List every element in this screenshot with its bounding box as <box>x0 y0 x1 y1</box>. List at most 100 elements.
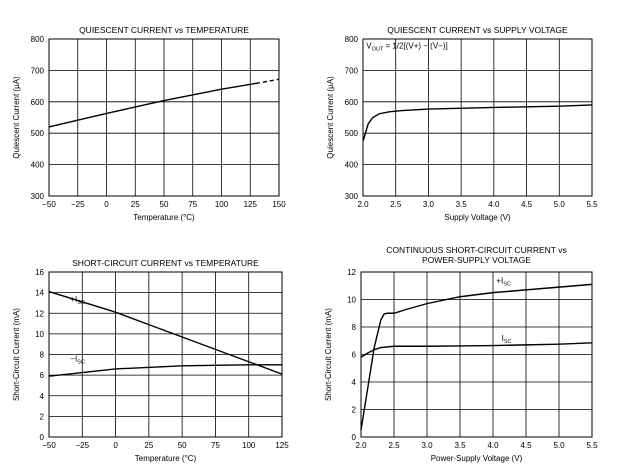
annotation-label: +ISC <box>496 277 511 288</box>
y-tick-label: 600 <box>31 98 45 107</box>
y-tick-label: 2 <box>40 412 45 421</box>
x-tick-label: 125 <box>244 200 258 209</box>
chart-2: 2.0 2.5 3.0 3.5 4.0 4.5 5.0 5.5 300 400 500 600 700 8… <box>326 25 598 222</box>
x-tick-label: 3.0 <box>423 200 435 209</box>
annotation-subscript: SC <box>503 282 511 288</box>
x-tick-label: 3.0 <box>421 441 433 450</box>
y-tick-label: 300 <box>31 192 45 201</box>
x-tick-label: 25 <box>131 200 140 209</box>
series-line <box>362 104 593 142</box>
y-tick-label: 12 <box>347 268 356 277</box>
y-tick-label: 10 <box>35 330 44 339</box>
x-tick-label: 100 <box>215 200 229 209</box>
series-line <box>360 283 593 431</box>
x-tick-label: 4.0 <box>488 200 500 209</box>
y-axis-label: Short-Circuit Current (mA) <box>12 308 21 401</box>
x-tick-label: 75 <box>211 441 220 450</box>
series-line <box>360 342 593 358</box>
series-line <box>48 290 283 375</box>
chart-1: −50 −25 0 25 50 75 100 125 150 300 400 500 600 700 800… <box>12 25 286 222</box>
plot-frame <box>48 38 280 197</box>
chart-title: SHORT-CIRCUIT CURRENT vs TEMPERATURE <box>72 258 259 268</box>
x-tick-label: 2.5 <box>390 200 402 209</box>
annotation-text: V <box>366 41 372 50</box>
y-tick-label: 800 <box>345 35 359 44</box>
annotation-subscript: SC <box>77 300 85 306</box>
x-axis-label: Temperature (°C) <box>133 213 195 222</box>
x-tick-label: 5.5 <box>586 200 598 209</box>
y-tick-label: 800 <box>31 35 45 44</box>
x-tick-label: 2.0 <box>357 200 369 209</box>
x-tick-label: 50 <box>178 441 187 450</box>
y-tick-label: 14 <box>35 289 44 298</box>
chart-title: QUIESCENT CURRENT vs SUPPLY VOLTAGE <box>387 25 568 35</box>
y-tick-label: 700 <box>31 66 45 75</box>
annotation-subscript: SC <box>504 339 512 345</box>
series-line-dashed <box>255 78 280 85</box>
annotation-subscript: OUT <box>372 46 384 52</box>
x-tick-label: 3.5 <box>454 441 466 450</box>
y-tick-label: 600 <box>345 98 359 107</box>
chart-3: −50 −25 0 25 50 75 100 125 0 2 4 6 8 10 12 14 16 SHORT-CI… <box>12 258 289 463</box>
annotation-label: −ISC <box>70 355 85 366</box>
x-tick-label: 5.5 <box>586 441 598 450</box>
y-axis-label: Quiescent Current (µA) <box>326 76 335 159</box>
chart-title: CONTINUOUS SHORT-CIRCUIT CURRENT vs <box>386 245 566 255</box>
y-tick-label: 6 <box>40 371 45 380</box>
x-tick-label: 50 <box>160 200 169 209</box>
annotation-label: ISC <box>502 334 512 345</box>
x-tick-label: 3.5 <box>456 200 468 209</box>
y-tick-label: 12 <box>35 309 44 318</box>
series-line <box>48 364 282 377</box>
x-tick-label: −50 <box>42 441 56 450</box>
x-axis-label: Supply Voltage (V) <box>444 213 511 222</box>
plot-frame <box>362 38 593 197</box>
x-tick-label: 25 <box>144 441 153 450</box>
x-tick-label: 150 <box>272 200 286 209</box>
x-tick-label: 5.0 <box>554 200 566 209</box>
x-tick-label: 2.5 <box>388 441 400 450</box>
y-tick-label: 4 <box>40 392 45 401</box>
y-tick-label: 2 <box>352 406 357 415</box>
x-tick-label: 100 <box>242 441 256 450</box>
chart-title-line2: POWER-SUPPLY VOLTAGE <box>422 255 531 265</box>
plot-frame <box>48 271 283 438</box>
x-tick-label: −25 <box>71 200 85 209</box>
y-tick-label: 0 <box>40 433 45 442</box>
y-tick-label: 8 <box>40 351 45 360</box>
x-tick-label: 5.0 <box>553 441 565 450</box>
y-tick-label: 4 <box>352 378 357 387</box>
x-tick-label: −25 <box>75 441 89 450</box>
x-tick-label: 4.5 <box>520 441 532 450</box>
x-axis-label: Power-Supply Voltage (V) <box>431 454 523 463</box>
y-axis-label: Short-Circuit Current (mA) <box>324 308 333 401</box>
y-tick-label: 8 <box>352 323 357 332</box>
annotation-text: +I <box>496 277 503 286</box>
y-tick-label: 16 <box>35 268 44 277</box>
x-tick-label: 4.0 <box>487 441 499 450</box>
y-tick-label: 500 <box>345 129 359 138</box>
x-tick-label: 0 <box>113 441 118 450</box>
annotation-text: I <box>502 334 504 343</box>
y-tick-label: 700 <box>345 66 359 75</box>
annotation-subscript: SC <box>77 360 85 366</box>
y-tick-label: 500 <box>31 129 45 138</box>
plot-frame <box>360 271 593 438</box>
annotation-label: +ISC <box>70 295 85 306</box>
y-tick-label: 400 <box>31 161 45 170</box>
annotation-text: −I <box>70 355 77 364</box>
x-tick-label: 0 <box>104 200 109 209</box>
annotation-text: +I <box>70 295 77 304</box>
y-tick-label: 0 <box>352 433 357 442</box>
y-tick-label: 300 <box>345 192 359 201</box>
x-tick-label: 75 <box>188 200 197 209</box>
annotation-label: VOUT = 1/2[(V+) − (V−)] <box>366 41 447 52</box>
y-axis-label: Quiescent Current (µA) <box>12 76 21 159</box>
annotation-rest: = 1/2[(V+) − (V−)] <box>383 41 447 50</box>
x-tick-label: 4.5 <box>521 200 533 209</box>
chart-title: QUIESCENT CURRENT vs TEMPERATURE <box>79 25 249 35</box>
x-tick-label: 125 <box>275 441 289 450</box>
chart-4: 2.0 2.5 3.0 3.5 4.0 4.5 5.0 5.5 0 2 4 6 8 10 12 CONTINU… <box>324 245 598 463</box>
x-tick-label: 2.0 <box>355 441 367 450</box>
